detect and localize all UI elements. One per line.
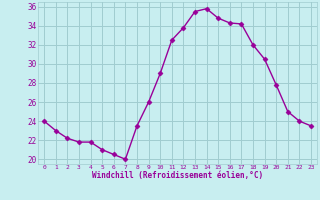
X-axis label: Windchill (Refroidissement éolien,°C): Windchill (Refroidissement éolien,°C) <box>92 171 263 180</box>
